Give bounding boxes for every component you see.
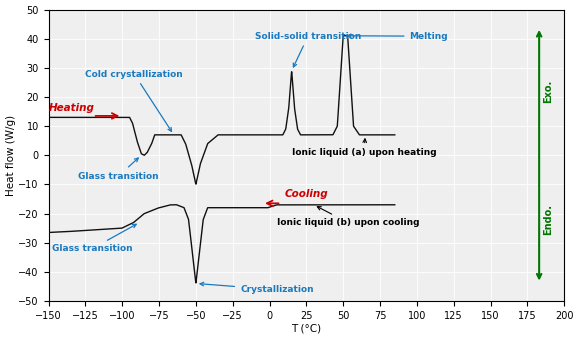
Text: Exo.: Exo. [544, 80, 554, 103]
Text: Melting: Melting [347, 32, 448, 41]
X-axis label: T (°C): T (°C) [291, 323, 321, 334]
Y-axis label: Heat flow (W/g): Heat flow (W/g) [6, 115, 16, 196]
Text: Glass transition: Glass transition [78, 158, 159, 181]
Text: Ionic liquid (a) upon heating: Ionic liquid (a) upon heating [292, 139, 436, 157]
Text: Endo.: Endo. [544, 204, 554, 235]
Text: Solid-solid transition: Solid-solid transition [255, 32, 361, 67]
Text: Cooling: Cooling [284, 189, 328, 199]
Text: Crystallization: Crystallization [200, 282, 314, 294]
Text: Ionic liquid (b) upon cooling: Ionic liquid (b) upon cooling [277, 207, 419, 227]
Text: Cold crystallization: Cold crystallization [85, 69, 183, 131]
Text: Glass transition: Glass transition [52, 224, 136, 254]
Text: Heating: Heating [49, 103, 94, 113]
